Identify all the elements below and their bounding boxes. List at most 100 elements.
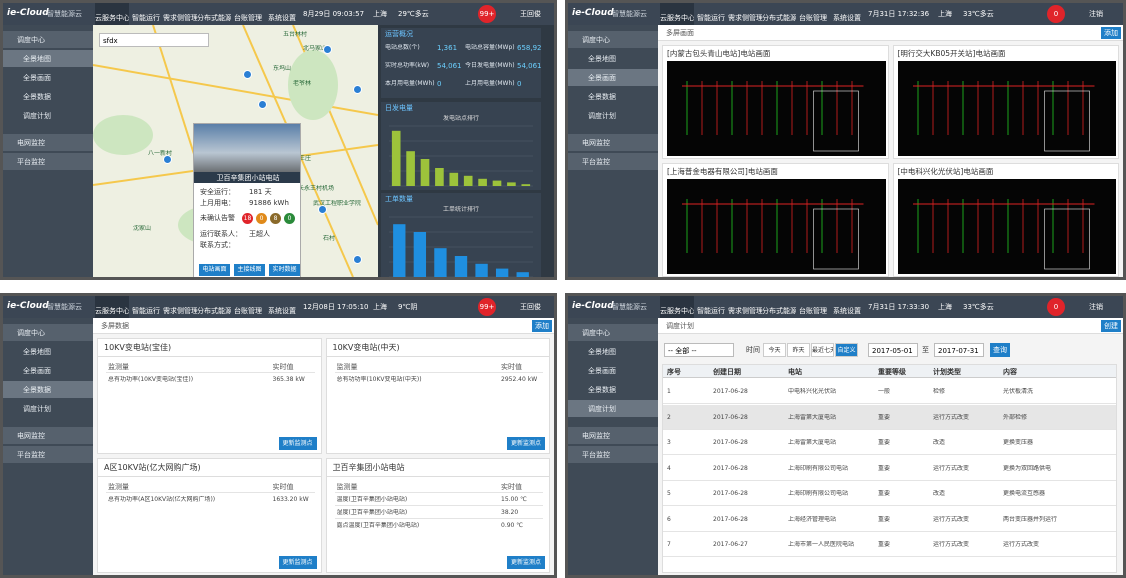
sidebar-item[interactable]: 平台监控 bbox=[3, 153, 93, 170]
sidebar-item[interactable]: 全景地图 bbox=[23, 348, 51, 356]
sidebar-item[interactable]: 平台监控 bbox=[568, 153, 658, 170]
map-marker[interactable] bbox=[323, 45, 332, 54]
range-button[interactable]: 今天 bbox=[763, 343, 786, 357]
user[interactable]: 注销 bbox=[1089, 10, 1103, 18]
sidebar-item[interactable]: 全景地图 bbox=[3, 50, 93, 67]
sidebar-item[interactable]: 调度计划 bbox=[588, 112, 616, 120]
search-box[interactable]: sfdx bbox=[99, 33, 209, 47]
nav-item[interactable]: 云服务中心 bbox=[660, 3, 694, 25]
nav-item[interactable]: 需求侧管理 bbox=[728, 14, 762, 22]
sidebar-item[interactable]: 全景地图 bbox=[588, 348, 616, 356]
alarm-badge[interactable]: 0 bbox=[1047, 298, 1065, 316]
map-marker[interactable] bbox=[353, 85, 362, 94]
sidebar-item[interactable]: 调度计划 bbox=[23, 112, 51, 120]
nav-item[interactable]: 智能运行 bbox=[132, 14, 160, 22]
popup-button[interactable]: 主接线图 bbox=[234, 264, 265, 276]
sidebar-item[interactable]: 全景画面 bbox=[568, 69, 658, 86]
update-button[interactable]: 更新监测点 bbox=[507, 436, 545, 450]
nav-item[interactable]: 分布式能源 bbox=[762, 14, 796, 22]
column-header: 实时值 bbox=[272, 482, 294, 491]
nav-item[interactable]: 系统设置 bbox=[268, 14, 296, 22]
nav-item[interactable]: 分布式能源 bbox=[762, 307, 796, 315]
nav-item[interactable]: 台账管理 bbox=[234, 307, 262, 315]
sidebar-item[interactable]: 电网监控 bbox=[3, 427, 93, 444]
table-cell: 上海雷第大厦电站 bbox=[788, 439, 837, 446]
sidebar-item[interactable]: 全景数据 bbox=[3, 381, 93, 398]
sidebar-item[interactable]: 调度中心 bbox=[3, 31, 93, 48]
map-marker[interactable] bbox=[243, 70, 252, 79]
action-button[interactable]: 添加 bbox=[1101, 27, 1121, 39]
update-button[interactable]: 更新监测点 bbox=[278, 556, 317, 569]
sidebar-item[interactable]: 平台监控 bbox=[3, 446, 93, 463]
nav-item[interactable]: 智能运行 bbox=[697, 307, 725, 315]
sidebar-item[interactable]: 调度计划 bbox=[23, 405, 51, 413]
sidebar-item[interactable]: 全景数据 bbox=[23, 93, 51, 101]
nav-item[interactable]: 台账管理 bbox=[799, 14, 827, 22]
sidebar-item[interactable]: 全景画面 bbox=[23, 74, 51, 82]
range-button[interactable]: 自定义 bbox=[835, 343, 858, 357]
nav-item[interactable]: 分布式能源 bbox=[197, 14, 231, 22]
user[interactable]: 注销 bbox=[1089, 303, 1103, 311]
sidebar-item[interactable]: 调度中心 bbox=[568, 31, 658, 48]
nav-item[interactable]: 需求侧管理 bbox=[728, 307, 762, 315]
nav-item[interactable]: 系统设置 bbox=[833, 307, 861, 315]
nav-item[interactable]: 需求侧管理 bbox=[163, 14, 197, 22]
select[interactable]: -- 全部 -- bbox=[664, 343, 734, 357]
map-marker[interactable] bbox=[318, 205, 327, 214]
table-cell: 2 bbox=[667, 413, 671, 421]
nav-item[interactable]: 智能运行 bbox=[132, 307, 160, 315]
sidebar-item[interactable]: 电网监控 bbox=[3, 134, 93, 151]
nav-item[interactable]: 台账管理 bbox=[799, 307, 827, 315]
sidebar-item[interactable]: 全景画面 bbox=[23, 367, 51, 375]
nav-item[interactable]: 云服务中心 bbox=[95, 296, 129, 318]
table-cell: 运行方式改变 bbox=[933, 541, 970, 548]
table-row[interactable] bbox=[663, 481, 1116, 506]
nav-item[interactable]: 分布式能源 bbox=[197, 307, 231, 315]
popup-button[interactable]: 实时数据 bbox=[269, 264, 300, 276]
table-row[interactable] bbox=[663, 506, 1116, 532]
alarm-badge[interactable]: 99+ bbox=[478, 5, 496, 23]
table-row[interactable] bbox=[663, 430, 1116, 455]
nav-item[interactable]: 云服务中心 bbox=[95, 3, 129, 25]
alarm-badge[interactable]: 0 bbox=[1047, 5, 1065, 23]
sidebar-item[interactable]: 全景地图 bbox=[588, 55, 616, 63]
nav-item[interactable]: 需求侧管理 bbox=[163, 307, 197, 315]
table-row[interactable] bbox=[663, 379, 1116, 404]
date-from[interactable]: 2017-05-01 bbox=[868, 343, 918, 357]
sidebar-item[interactable]: 调度计划 bbox=[568, 400, 658, 417]
query-button[interactable]: 查询 bbox=[990, 343, 1010, 357]
nav-item[interactable]: 系统设置 bbox=[833, 14, 861, 22]
range-button[interactable]: 昨天 bbox=[787, 343, 810, 357]
table-row[interactable] bbox=[663, 532, 1116, 557]
table-row[interactable] bbox=[663, 404, 1116, 430]
nav-item[interactable]: 台账管理 bbox=[234, 14, 262, 22]
logo: ie-Cloud bbox=[572, 8, 614, 18]
popup-button[interactable]: 电站画面 bbox=[199, 264, 230, 276]
range-button[interactable]: 最近七天 bbox=[811, 343, 834, 357]
sidebar-item[interactable]: 调度中心 bbox=[568, 324, 658, 341]
sidebar-item[interactable]: 全景数据 bbox=[588, 93, 616, 101]
user[interactable]: 王回俊 bbox=[520, 10, 541, 18]
map-marker[interactable] bbox=[258, 100, 267, 109]
user[interactable]: 王回俊 bbox=[520, 303, 541, 311]
diagram-image bbox=[897, 61, 1116, 156]
row-label: 露点温度(卫百辛集团小站电站) bbox=[336, 521, 420, 529]
date-to[interactable]: 2017-07-31 bbox=[934, 343, 984, 357]
sidebar-item[interactable]: 电网监控 bbox=[568, 134, 658, 151]
update-button[interactable]: 更新监测点 bbox=[507, 556, 545, 569]
sidebar-item[interactable]: 全景画面 bbox=[588, 367, 616, 375]
sidebar-item[interactable]: 电网监控 bbox=[568, 427, 658, 444]
update-button[interactable]: 更新监测点 bbox=[278, 436, 317, 450]
sidebar-item[interactable]: 全景数据 bbox=[588, 386, 616, 394]
table-row[interactable] bbox=[663, 455, 1116, 481]
sidebar-item[interactable]: 平台监控 bbox=[568, 446, 658, 463]
alarm-badge[interactable]: 99+ bbox=[478, 298, 496, 316]
nav-item[interactable]: 云服务中心 bbox=[660, 296, 694, 318]
map-marker[interactable] bbox=[353, 255, 362, 264]
sidebar-item[interactable]: 调度中心 bbox=[3, 324, 93, 341]
nav-item[interactable]: 智能运行 bbox=[697, 14, 725, 22]
action-button[interactable]: 创建 bbox=[1101, 320, 1121, 332]
map-marker[interactable] bbox=[163, 155, 172, 164]
action-button[interactable]: 添加 bbox=[532, 320, 552, 332]
nav-item[interactable]: 系统设置 bbox=[268, 307, 296, 315]
